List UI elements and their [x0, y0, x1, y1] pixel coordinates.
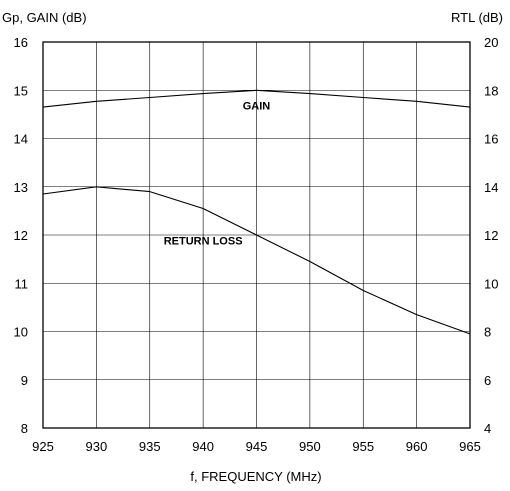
x-tick-label: 950: [299, 439, 321, 454]
y-left-tick-label: 14: [14, 132, 28, 147]
y-right-tick-label: 18: [484, 83, 498, 98]
y-right-tick-label: 8: [484, 325, 491, 340]
y-left-tick-label: 12: [14, 228, 28, 243]
y-left-tick-label: 11: [15, 276, 29, 291]
y-right-tick-label: 14: [484, 180, 498, 195]
x-axis-title: f, FREQUENCY (MHz): [190, 469, 321, 484]
x-tick-label: 965: [459, 439, 481, 454]
series-line-gain: [42, 89, 471, 108]
y-left-tick-label: 16: [14, 35, 28, 50]
x-tick-label: 945: [246, 439, 268, 454]
x-tick-label: 955: [352, 439, 374, 454]
x-tick-label: 935: [139, 439, 161, 454]
y-left-tick-label: 15: [14, 83, 28, 98]
x-tick-label: 940: [192, 439, 214, 454]
series-layer: [42, 89, 471, 335]
y-right-tick-label: 10: [484, 276, 498, 291]
x-tick-label: 960: [406, 439, 428, 454]
y-axis-right-title: RTL (dB): [451, 10, 503, 25]
y-left-tick-label: 9: [21, 373, 28, 388]
annot-layer: GAIN RETURN LOSS: [164, 101, 271, 248]
annotation-gain: GAIN: [243, 101, 271, 113]
plot-frame: [42, 41, 471, 429]
y-left-tick-label: 10: [14, 325, 28, 340]
annotation-return-loss: RETURN LOSS: [164, 236, 243, 248]
y-left-tick-label: 13: [14, 180, 28, 195]
y-right-tick-label: 6: [484, 373, 491, 388]
y-right-tick-label: 12: [484, 228, 498, 243]
series-line-return-loss: [42, 186, 471, 335]
y-right-tick-label: 20: [484, 35, 498, 50]
tick-layer: 925 930 935 940 945 950 955 960 965 8 9 10 11 12 13 14 1…: [14, 35, 499, 454]
x-tick-label: 930: [86, 439, 108, 454]
y-axis-left-title: Gp, GAIN (dB): [2, 10, 87, 25]
y-right-tick-label: 4: [484, 421, 491, 436]
x-tick-label: 925: [32, 439, 54, 454]
y-right-tick-label: 16: [484, 132, 498, 147]
y-left-tick-label: 8: [21, 421, 28, 436]
